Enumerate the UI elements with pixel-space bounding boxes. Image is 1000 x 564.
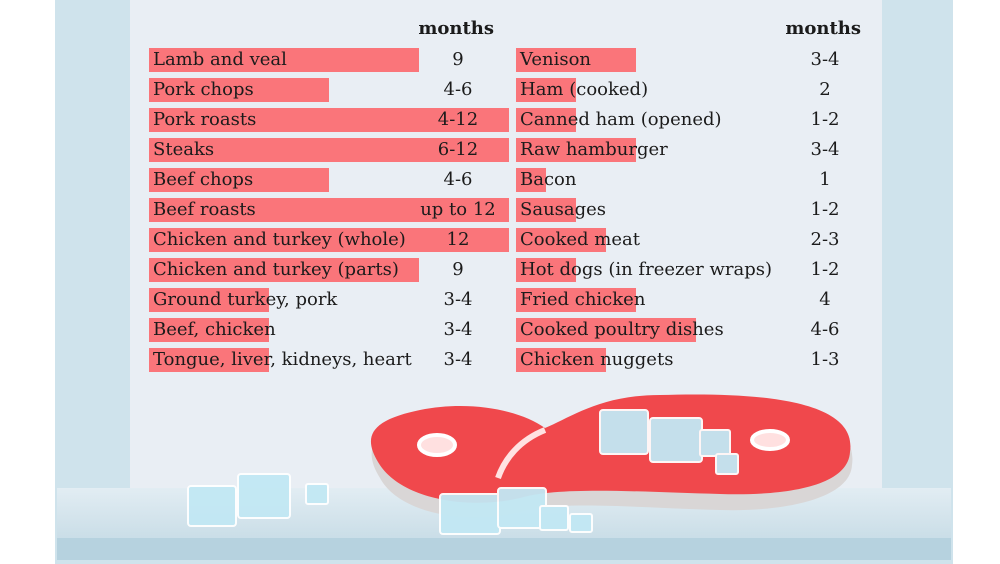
freezer-shelf-edge — [57, 538, 951, 560]
months-value: 3-4 — [443, 319, 473, 340]
months-value: 4-6 — [443, 79, 473, 100]
storage-bar — [149, 288, 269, 312]
item-label: Tongue, liver, kidneys, heart — [153, 349, 412, 370]
item-label: Chicken and turkey (whole) — [153, 229, 406, 250]
months-value: 3-4 — [443, 349, 473, 370]
table-row: Lamb and veal 9 — [149, 48, 498, 75]
storage-bar — [149, 228, 509, 252]
item-label: Fried chicken — [520, 289, 646, 310]
storage-bar — [149, 258, 419, 282]
table-row: Ham (cooked) 2 — [516, 78, 865, 105]
storage-bar — [516, 138, 636, 162]
item-label: Ham (cooked) — [520, 79, 649, 100]
table-row: Beef roasts up to 12 — [149, 198, 509, 225]
item-label: Chicken nuggets — [520, 349, 674, 370]
months-value: 4 — [819, 289, 831, 310]
months-value: 3-4 — [443, 289, 473, 310]
table-row: Beef chops 4-6 — [149, 168, 498, 195]
months-value: 4-12 — [437, 109, 479, 130]
table-row: Sausages 1-2 — [516, 198, 865, 225]
storage-bar — [516, 228, 606, 252]
item-label: Cooked meat — [520, 229, 640, 250]
table-row: Steaks 6-12 — [149, 138, 509, 165]
table-row: Tongue, liver, kidneys, heart 3-4 — [149, 348, 498, 375]
table-row: Chicken and turkey (whole) 12 — [149, 228, 509, 255]
months-value: 6-12 — [437, 139, 479, 160]
item-label: Pork chops — [153, 79, 254, 100]
storage-bar — [149, 138, 509, 162]
table-row: Pork chops 4-6 — [149, 78, 498, 105]
item-label: Pork roasts — [153, 109, 257, 130]
storage-bar — [516, 168, 546, 192]
storage-bar — [516, 318, 696, 342]
months-value: 1 — [819, 169, 831, 190]
table-row: Raw hamburger 3-4 — [516, 138, 865, 165]
storage-bar — [149, 198, 509, 222]
item-label: Bacon — [520, 169, 577, 190]
item-label: Lamb and veal — [153, 49, 287, 70]
item-label: Ground turkey, pork — [153, 289, 338, 310]
item-label: Beef, chicken — [153, 319, 276, 340]
table-row: Cooked poultry dishes 4-6 — [516, 318, 865, 345]
item-label: Venison — [520, 49, 592, 70]
item-label: Chicken and turkey (parts) — [153, 259, 399, 280]
storage-bar — [149, 48, 419, 72]
storage-bar — [149, 348, 269, 372]
months-value: 2-3 — [810, 229, 840, 250]
table-row: Fried chicken 4 — [516, 288, 865, 315]
months-value: 4-6 — [810, 319, 840, 340]
storage-bar — [149, 168, 329, 192]
item-label: Beef chops — [153, 169, 254, 190]
left-column-header: months — [418, 18, 494, 39]
right-column-header: months — [785, 18, 861, 39]
storage-bar — [516, 48, 636, 72]
storage-bar — [516, 288, 636, 312]
storage-bar — [516, 198, 576, 222]
months-value: up to 12 — [420, 199, 496, 220]
months-value: 1-3 — [810, 349, 840, 370]
table-row: Beef, chicken 3-4 — [149, 318, 498, 345]
months-value: 3-4 — [810, 139, 840, 160]
storage-bar — [149, 108, 509, 132]
item-label: Cooked poultry dishes — [520, 319, 724, 340]
item-label: Hot dogs (in freezer wraps) — [520, 259, 772, 280]
table-row: Hot dogs (in freezer wraps) 1-2 — [516, 258, 865, 285]
storage-bar — [516, 348, 606, 372]
months-value: 1-2 — [810, 259, 840, 280]
months-value: 4-6 — [443, 169, 473, 190]
months-value: 1-2 — [810, 199, 840, 220]
table-row: Pork roasts 4-12 — [149, 108, 509, 135]
item-label: Beef roasts — [153, 199, 256, 220]
storage-bar — [149, 78, 329, 102]
months-value: 9 — [452, 259, 464, 280]
table-row: Ground turkey, pork 3-4 — [149, 288, 498, 315]
months-value: 9 — [452, 49, 464, 70]
table-row: Canned ham (opened) 1-2 — [516, 108, 865, 135]
table-row: Chicken nuggets 1-3 — [516, 348, 865, 375]
ice-cubes-icon — [187, 409, 739, 535]
item-label: Sausages — [520, 199, 607, 220]
months-value: 3-4 — [810, 49, 840, 70]
table-row: Venison 3-4 — [516, 48, 865, 75]
table-row: Cooked meat 2-3 — [516, 228, 865, 255]
storage-bar — [516, 258, 576, 282]
storage-bar — [149, 318, 269, 342]
item-label: Steaks — [153, 139, 215, 160]
table-row: Bacon 1 — [516, 168, 865, 195]
item-label: Raw hamburger — [520, 139, 668, 160]
months-value: 12 — [446, 229, 470, 250]
months-value: 1-2 — [810, 109, 840, 130]
item-label: Canned ham (opened) — [520, 109, 722, 130]
months-value: 2 — [819, 79, 831, 100]
storage-bar — [516, 108, 576, 132]
table-row: Chicken and turkey (parts) 9 — [149, 258, 498, 285]
storage-bar — [516, 78, 576, 102]
